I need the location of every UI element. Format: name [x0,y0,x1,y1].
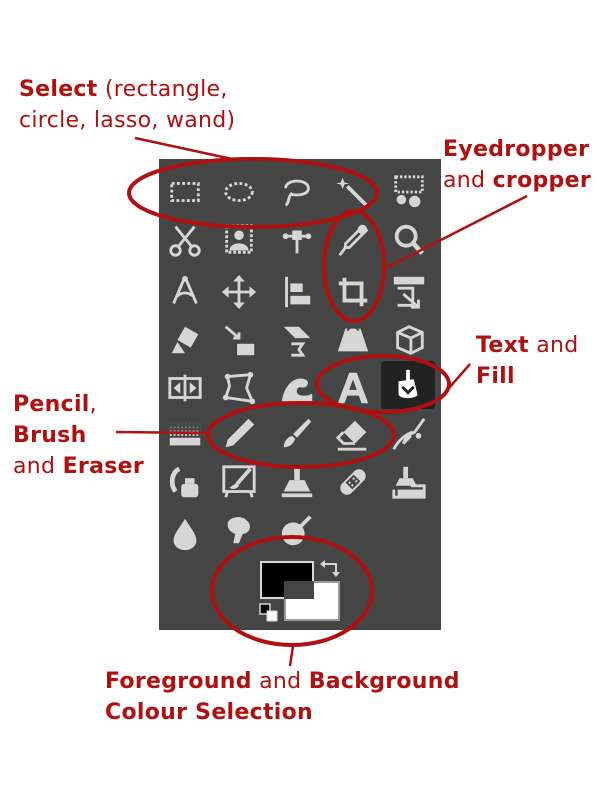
smudge-icon[interactable] [219,510,259,550]
zoom-icon[interactable] [389,220,429,260]
select-leader-line [134,136,233,161]
foreground-select-icon[interactable] [219,220,259,260]
foreground-label-bold: Foreground [105,669,252,694]
colour-leader-line [288,645,295,667]
dodge-burn-icon[interactable] [277,510,317,550]
brush-label-bold: Brush [13,423,87,448]
blur-icon[interactable] [165,514,205,554]
3d-transform-icon[interactable] [389,320,429,360]
align-icon[interactable] [277,272,317,312]
gradient-icon[interactable] [165,414,205,454]
heal-icon[interactable] [333,462,373,502]
cropper-label-bold: cropper [492,168,591,193]
swatch-overlap-gap [284,581,314,599]
fuzzy-select-icon[interactable] [333,172,373,212]
eyedropper-label: Eyedropper and cropper [443,134,591,196]
text-icon[interactable] [333,368,373,408]
eraser-label-and: and [13,454,63,479]
cage-transform-icon[interactable] [219,368,259,408]
ink-icon[interactable] [165,462,205,502]
text-fill-label: Text and Fill [476,330,579,392]
swap-colors-icon[interactable] [318,558,344,578]
color-picker-icon[interactable] [333,220,373,260]
scissors-select-icon[interactable] [165,220,205,260]
pencil-brush-eraser-label: Pencil, Brush and Eraser [13,389,144,482]
eraser-label-bold: Eraser [62,454,144,479]
paintbrush-icon[interactable] [277,414,317,454]
bucket-fill-icon[interactable] [381,361,435,409]
background-label-bold: Background [308,669,460,694]
colour-label-and: and [251,669,309,694]
colour-selection-label: Foreground and Background Colour Selecti… [105,666,460,728]
reset-colors-icon[interactable] [259,603,279,623]
airbrush-icon[interactable] [389,414,429,454]
lasso-select-icon[interactable] [277,172,317,212]
shear-icon[interactable] [277,320,317,360]
text-label-bold: Text [476,333,529,358]
eyedropper-label-and: and [443,168,493,193]
select-by-color-icon[interactable] [389,172,429,212]
pencil-icon[interactable] [219,414,259,454]
select-label-line2: circle, lasso, wand) [19,108,236,133]
eraser-icon[interactable] [333,414,373,454]
pencil-label-bold: Pencil [13,392,90,417]
flip-icon[interactable] [165,368,205,408]
clone-icon[interactable] [277,462,317,502]
handle-transform-icon[interactable] [219,320,259,360]
pencil-label-comma: , [89,392,97,417]
text-fill-leader-line [448,363,471,389]
perspective-icon[interactable] [333,320,373,360]
ellipse-select-icon[interactable] [219,172,259,212]
warp-icon[interactable] [277,368,317,408]
mypaint-brush-icon[interactable] [219,462,259,502]
perspective-clone-icon[interactable] [389,462,429,502]
fill-label-bold: Fill [476,364,515,389]
colour-selection-label-bold: Colour Selection [105,700,313,725]
select-label-rest: (rectangle, [97,77,228,102]
unified-transform-icon[interactable] [389,272,429,312]
move-icon[interactable] [219,272,259,312]
paths-icon[interactable] [277,220,317,260]
measure-icon[interactable] [165,272,205,312]
crop-icon[interactable] [333,272,373,312]
select-label-bold: Select [19,77,98,102]
rectangle-select-icon[interactable] [165,172,205,212]
warp-transform-icon[interactable] [165,320,205,360]
select-label: Select (rectangle, circle, lasso, wand) [19,74,235,136]
text-label-and: and [528,333,579,358]
eyedropper-label-bold: Eyedropper [443,137,590,162]
